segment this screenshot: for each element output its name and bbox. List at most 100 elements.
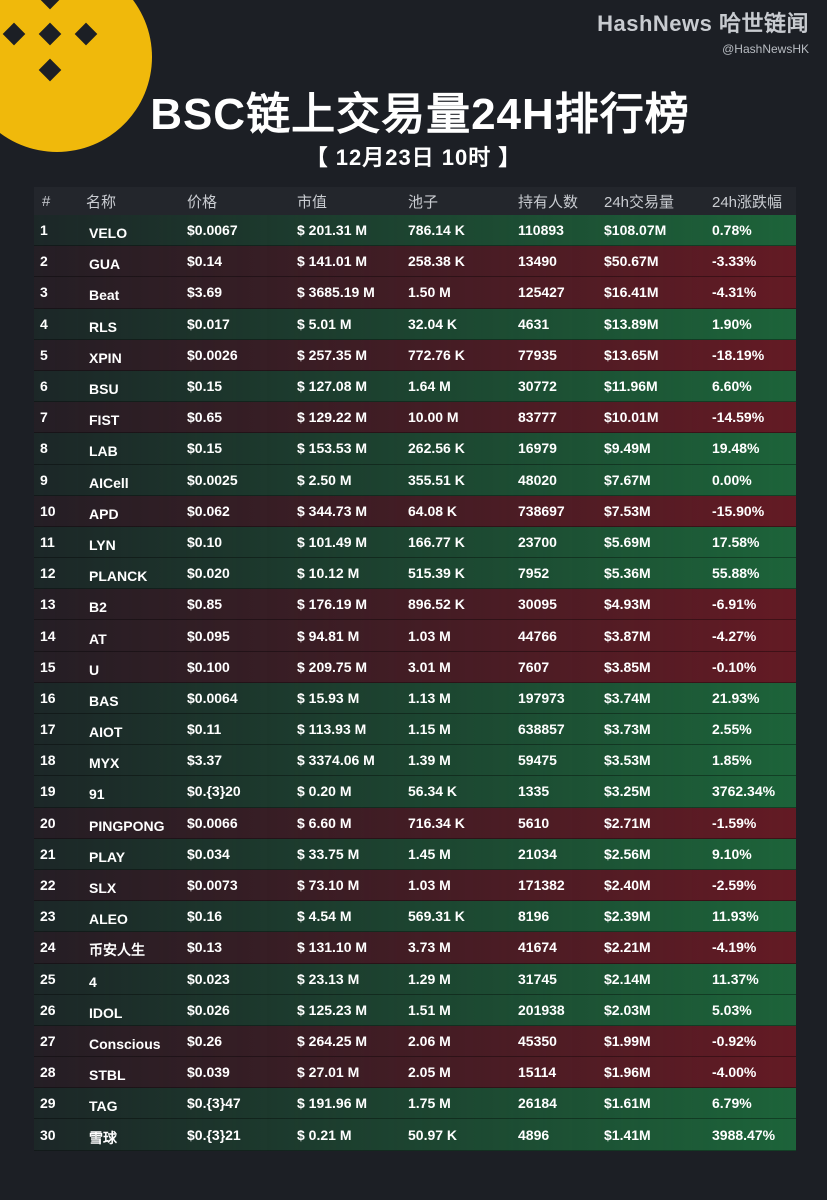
rank-cell: 15 [40, 658, 56, 675]
holders-cell: 4896 [518, 1126, 550, 1143]
holders-cell: 1335 [518, 783, 550, 800]
volume-cell: $13.89M [604, 315, 659, 332]
name-cell: AIOT [89, 724, 123, 741]
volume-cell: $2.71M [604, 814, 651, 831]
price-cell: $0.15 [187, 440, 223, 457]
volume-cell: $3.25M [604, 783, 651, 800]
page-title: BSC链上交易量24H排行榜 [150, 90, 690, 139]
change-cell: 6.79% [712, 1095, 752, 1112]
change-cell: 11.93% [712, 908, 759, 925]
name-cell: PLAY [89, 848, 126, 865]
rank-cell: 7 [40, 409, 48, 426]
price-cell: $0.0073 [187, 877, 238, 894]
pool-cell: 1.03 M [408, 627, 451, 644]
volume-cell: $4.93M [604, 596, 651, 613]
market-cap-cell: $ 101.49 M [297, 533, 368, 550]
table-row: 17 AIOT $0.11 $ 113.93 M 1.15 M 638857 $3.73M 2… [34, 714, 796, 746]
name-cell: FIST [89, 412, 120, 429]
holders-cell: 171382 [518, 877, 565, 894]
table-row: 22 SLX $0.0073 $ 73.10 M 1.03 M 171382 $2.40M -… [34, 869, 796, 902]
table-row: 19 91 $0.{3}20 $ 0.20 M 56.34 K 1335 $3.25M 376… [34, 776, 796, 808]
change-cell: 0.78% [712, 222, 752, 239]
rank-cell: 2 [40, 253, 48, 270]
table-row: 5 XPIN $0.0026 $ 257.35 M 772.76 K 77935 $13.6… [34, 339, 796, 371]
volume-cell: $3.85M [604, 658, 651, 675]
rank-cell: 21 [40, 845, 56, 862]
market-cap-cell: $ 209.75 M [297, 658, 368, 675]
table-row: 27 Conscious $0.26 $ 264.25 M 2.06 M 45350 $1.… [34, 1025, 796, 1058]
price-cell: $0.{3}47 [187, 1095, 241, 1112]
name-cell: VELO [89, 225, 128, 242]
holders-cell: 4631 [518, 315, 550, 332]
holders-cell: 7607 [518, 658, 550, 675]
name-cell: APD [89, 505, 119, 522]
change-cell: -0.92% [712, 1032, 757, 1049]
market-cap-cell: $ 127.08 M [297, 378, 368, 395]
holders-cell: 41674 [518, 939, 557, 956]
holders-cell: 77935 [518, 346, 557, 363]
holders-cell: 7952 [518, 565, 550, 582]
table-row: 26 IDOL $0.026 $ 125.23 M 1.51 M 201938 $2.03M… [34, 994, 796, 1026]
price-cell: $0.034 [187, 845, 230, 862]
change-cell: 17.58% [712, 533, 760, 550]
market-cap-cell: $ 264.25 M [297, 1032, 368, 1049]
pool-cell: 2.06 M [408, 1032, 451, 1049]
market-cap-cell: $ 27.01 M [297, 1064, 360, 1081]
pool-cell: 3.73 M [408, 939, 451, 956]
name-cell: XPIN [89, 349, 122, 366]
pool-cell: 716.34 K [408, 814, 465, 831]
price-cell: $0.65 [187, 409, 223, 426]
change-cell: -4.27% [712, 627, 757, 644]
binance-logo-icon [2, 0, 98, 82]
table-row: 7 FIST $0.65 $ 129.22 M 10.00 M 83777 $10.01M -… [34, 402, 796, 434]
table-row: 25 4 $0.023 $ 23.13 M 1.29 M 31745 $2.14M 11.37… [34, 963, 796, 995]
price-cell: $0.100 [187, 658, 230, 675]
pool-cell: 50.97 K [408, 1126, 458, 1143]
volume-cell: $3.74M [604, 689, 651, 706]
table-row: 30 雪球 $0.{3}21 $ 0.21 M 50.97 K 4896 $1.41M 398… [34, 1119, 796, 1151]
name-cell: 91 [89, 786, 105, 803]
price-cell: $0.023 [187, 970, 230, 987]
name-cell: STBL [89, 1067, 126, 1084]
rank-cell: 22 [40, 877, 56, 894]
header-pool: 池子 [408, 193, 439, 211]
pool-cell: 1.13 M [408, 689, 451, 706]
change-cell: -15.90% [712, 502, 765, 519]
name-cell: AT [89, 630, 107, 647]
table-row: 16 BAS $0.0064 $ 15.93 M 1.13 M 197973 $3.74M 2… [34, 682, 796, 714]
market-cap-cell: $ 4.54 M [297, 908, 352, 925]
volume-cell: $5.36M [604, 565, 651, 582]
rank-cell: 10 [40, 502, 56, 519]
market-cap-cell: $ 5.01 M [297, 315, 352, 332]
rank-cell: 20 [40, 814, 56, 831]
holders-cell: 638857 [518, 721, 565, 738]
rank-cell: 1 [40, 222, 48, 239]
holders-cell: 31745 [518, 970, 557, 987]
name-cell: Beat [89, 287, 120, 304]
pool-cell: 786.14 K [408, 222, 465, 239]
pool-cell: 262.56 K [408, 440, 465, 457]
table-header: # 名称 价格 市值 池子 持有人数 24h交易量 24h涨跌幅 [34, 187, 796, 215]
rank-cell: 8 [40, 440, 48, 457]
price-cell: $0.{3}20 [187, 783, 241, 800]
rank-cell: 29 [40, 1095, 56, 1112]
pool-cell: 515.39 K [408, 565, 465, 582]
price-cell: $0.26 [187, 1032, 223, 1049]
table-row: 9 AICell $0.0025 $ 2.50 M 355.51 K 48020 $7.67… [34, 464, 796, 496]
price-cell: $0.095 [187, 627, 230, 644]
name-cell: SLX [89, 880, 117, 897]
rank-cell: 23 [40, 908, 56, 925]
price-cell: $0.026 [187, 1001, 230, 1018]
volume-cell: $13.65M [604, 346, 659, 363]
table-row: 18 MYX $3.37 $ 3374.06 M 1.39 M 59475 $3.53M 1.… [34, 745, 796, 777]
header-holders: 持有人数 [518, 193, 579, 211]
change-cell: 0.00% [712, 471, 752, 488]
market-cap-cell: $ 257.35 M [297, 346, 368, 363]
rank-cell: 18 [40, 752, 56, 769]
volume-cell: $9.49M [604, 440, 651, 457]
volume-cell: $7.67M [604, 471, 651, 488]
change-cell: 21.93% [712, 689, 760, 706]
volume-cell: $108.07M [604, 222, 667, 239]
pool-cell: 1.03 M [408, 877, 451, 894]
market-cap-cell: $ 125.23 M [297, 1001, 368, 1018]
